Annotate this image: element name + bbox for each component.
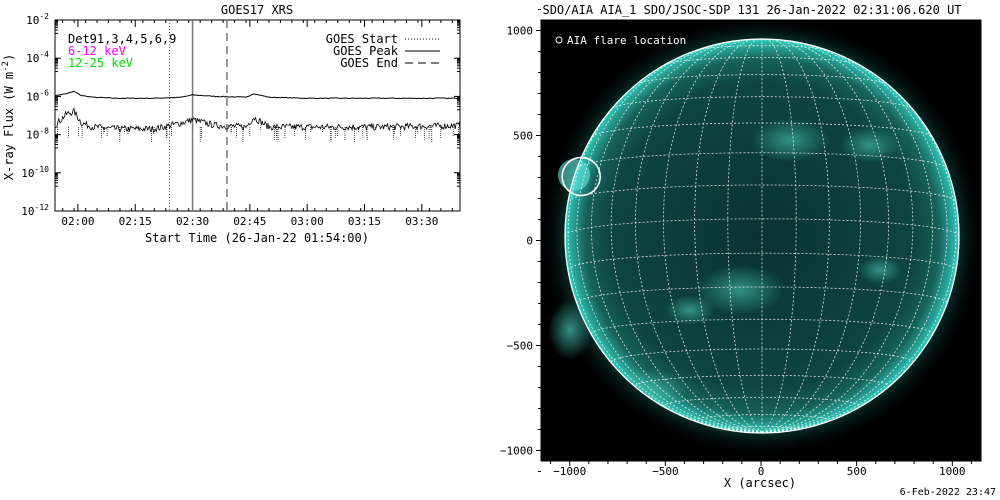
longitude-line (727, 38, 763, 433)
flare-circle (561, 156, 601, 197)
goes-x-tick-label: 02:15 (119, 215, 152, 228)
longitude-line (590, 41, 763, 433)
aia-image: AIA flare location (541, 20, 981, 458)
legend-goes-start-label: GOES Start (326, 32, 398, 46)
legend-goes-end-label: GOES End (340, 56, 398, 70)
band-label-detectors: Det91,3,4,5,6,9 (68, 32, 176, 46)
legend-goes-peak-label: GOES Peak (333, 44, 399, 58)
goes-x-axis-label: Start Time (26-Jan-22 01:54:00) (145, 231, 369, 245)
latitude-line (663, 397, 861, 407)
longitude-line (761, 40, 914, 433)
timestamp: 6-Feb-2022 23:47 (899, 487, 996, 498)
latitude-line (696, 45, 828, 51)
goes-series-line-1 (55, 107, 460, 134)
longitude-line (761, 44, 948, 433)
goes-series (55, 90, 460, 143)
goes-y-tick-label: 10-6 (26, 88, 49, 103)
goes-legend: GOES Start GOES Peak GOES End (326, 32, 440, 70)
aia-x-tick-label: 500 (847, 465, 867, 478)
goes-y-tick-label: 10-4 (26, 50, 49, 65)
aia-panel: SDO/AIA AIA_1 SDO/JSOC-SDP 131 26-Jan-20… (500, 3, 982, 490)
goes-y-tick-label: 10-2 (26, 12, 49, 27)
longitude-line (761, 41, 934, 433)
longitude-line (576, 44, 763, 433)
aia-title: SDO/AIA AIA_1 SDO/JSOC-SDP 131 26-Jan-20… (542, 3, 961, 17)
longitude-line (761, 38, 861, 433)
aia-axes: −1000 −500 0 500 1000 −1000 −500 0 500 1000 (500, 9, 972, 478)
goes-x-axis: 02:00 02:15 02:30 02:45 03:00 03:15 03:30 (61, 20, 453, 228)
aia-x-axis-label: X (arcsec) (724, 476, 796, 490)
aia-x-tick-label: −500 (652, 465, 679, 478)
longitude-line (610, 40, 763, 433)
aia-x-tick-label: 0 (758, 465, 765, 478)
latitude-line (576, 152, 948, 169)
longitude-line (761, 38, 797, 433)
longitude-line (761, 38, 830, 433)
heliographic-grid (564, 38, 960, 433)
goes-x-tick-label: 03:15 (348, 215, 381, 228)
goes-x-tick-label: 02:45 (233, 215, 266, 228)
goes-x-tick-label: 02:30 (176, 215, 209, 228)
goes-y-axis: 10-2 10-4 10-6 10-8 10-10 10-12 (21, 12, 460, 218)
goes-y-tick-label: 10-10 (21, 165, 49, 180)
latitude-line (635, 74, 889, 85)
aia-x-tick-label: −1000 (553, 465, 586, 478)
flare-location-marker (561, 156, 601, 197)
longitude-line (567, 59, 763, 433)
longitude-line (761, 59, 957, 433)
flare-legend-label: AIA flare location (567, 34, 686, 47)
band-label-6-12kev: 6-12 keV (68, 44, 126, 58)
aia-y-tick-label: −1000 (500, 445, 533, 458)
goes-x-tick-label: 03:30 (405, 215, 438, 228)
aia-y-tick-label: 0 (526, 235, 533, 248)
goes-panel: GOES17 XRS 10-2 10-4 10-6 10-8 10-10 10-12 02… (1, 3, 461, 245)
longitude-line (663, 38, 763, 433)
goes-x-tick-label: 02:00 (61, 215, 94, 228)
latitude-line (567, 252, 957, 271)
goes-y-axis-label: X-ray Flux (W m-2) (1, 54, 16, 180)
goes-y-tick-label: 10-8 (26, 127, 49, 142)
longitude-line (694, 38, 763, 433)
goes-series-line-0 (55, 90, 460, 100)
goes-x-tick-label: 03:00 (291, 215, 324, 228)
aia-y-tick-label: 500 (513, 130, 533, 143)
latitude-line (591, 122, 933, 138)
aia-y-tick-label: −500 (507, 340, 534, 353)
aia-x-tick-label: 1000 (939, 465, 966, 478)
latitude-line (568, 184, 956, 202)
longitude-line (634, 39, 763, 433)
aia-y-tick-label: 1000 (507, 25, 534, 38)
flare-legend-icon (555, 36, 563, 44)
latitude-line (611, 96, 913, 109)
solar-limb (564, 38, 960, 434)
goes-y-tick-label: 10-12 (21, 203, 49, 218)
goes-event-markers (169, 20, 228, 211)
goes-title: GOES17 XRS (221, 3, 293, 17)
latitude-line (664, 57, 860, 66)
longitude-line (761, 39, 890, 433)
band-label-12-25kev: 12-25 keV (68, 56, 133, 70)
